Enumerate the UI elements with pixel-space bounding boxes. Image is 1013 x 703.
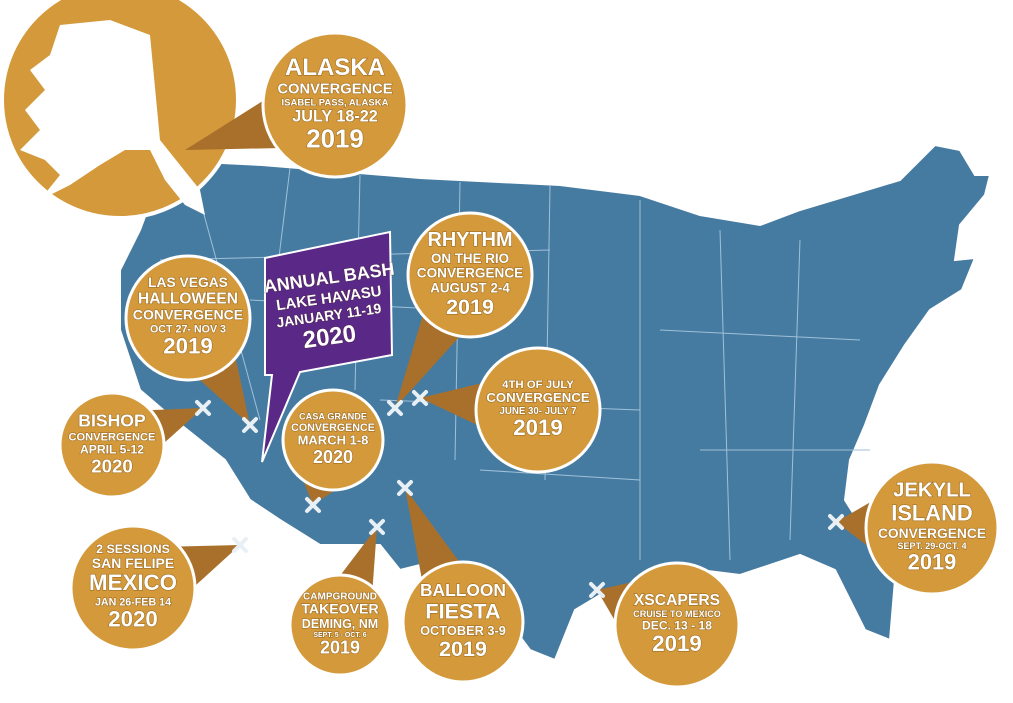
- marker-stroke: [195, 400, 211, 416]
- event-text: MEXICO: [89, 570, 177, 595]
- event-badge: [124, 254, 252, 382]
- marker-stroke: [412, 390, 428, 406]
- marker-stroke: [397, 480, 413, 496]
- event-text: CONVERGENCE: [69, 432, 156, 444]
- marker-stroke: [828, 514, 844, 530]
- event-text: BALLOON: [420, 580, 506, 600]
- connector: [395, 315, 460, 408]
- connector: [340, 527, 377, 588]
- location-marker: [397, 480, 413, 496]
- event-text: 2019: [446, 295, 494, 319]
- event-text: DEMING, NM: [302, 617, 378, 631]
- event-text: ISABEL PASS, ALASKA: [282, 98, 389, 109]
- marker-stroke: [242, 417, 258, 433]
- event-text: CONVERGENCE: [277, 82, 392, 98]
- event-text: XSCAPERS: [634, 592, 720, 609]
- location-marker: [828, 514, 844, 530]
- event-badge: [58, 391, 166, 499]
- event-text: CONVERGENCE: [291, 422, 375, 434]
- location-marker: [369, 519, 385, 535]
- event-badge: [474, 346, 602, 474]
- event-badge: [401, 560, 525, 684]
- connector: [420, 382, 483, 426]
- event-text: JEKYLL: [893, 480, 971, 502]
- event-text: APRIL 5-12: [80, 443, 144, 457]
- event-text: AUGUST 2-4: [430, 281, 510, 296]
- event-text: JULY 18-22: [292, 108, 378, 126]
- event-badge: [261, 31, 409, 179]
- location-marker: [242, 417, 258, 433]
- event-text: CONVERGENCE: [417, 266, 524, 281]
- marker-stroke: [589, 582, 605, 598]
- location-marker: [387, 400, 403, 416]
- event-text: JAN 26-FEB 14: [95, 596, 171, 608]
- connector: [185, 100, 278, 150]
- event-text: 2019: [163, 334, 213, 359]
- connector: [405, 488, 460, 579]
- event-text: TAKEOVER: [301, 601, 378, 617]
- event-text: 2 SESSIONS: [96, 542, 170, 556]
- event-text: CONVERGENCE: [878, 526, 986, 541]
- banner: [261, 230, 394, 463]
- event-text: CASA GRANDE: [299, 412, 367, 422]
- event-text: 2019: [908, 550, 957, 575]
- location-marker: [305, 497, 321, 513]
- event-text: OCT 27- NOV 3: [150, 323, 226, 335]
- event-text: LAS VEGAS: [148, 275, 228, 290]
- event-text: CAMPGROUND: [303, 591, 377, 602]
- event-badge: [288, 573, 392, 677]
- event-text: 2019: [439, 636, 487, 661]
- event-text: RHYTHM: [427, 229, 512, 251]
- location-marker: [195, 400, 211, 416]
- event-text: JUNE 30- JULY 7: [499, 406, 576, 417]
- event-text: 2020: [91, 455, 133, 476]
- alaska-shape: [20, 20, 205, 215]
- event-text: CONVERGENCE: [486, 390, 590, 405]
- event-text: CRUISE TO MEXICO: [633, 609, 721, 619]
- event-text: HALLOWEEN: [138, 291, 238, 308]
- marker-stroke: [369, 519, 385, 535]
- event-text: 2020: [313, 447, 353, 467]
- event-badge: [69, 524, 197, 652]
- event-text: 2019: [652, 631, 702, 656]
- connector: [836, 501, 872, 547]
- event-text: FIESTA: [425, 598, 501, 623]
- event-text: 2019: [513, 415, 563, 440]
- event-badge: [281, 388, 385, 492]
- marker-stroke: [305, 497, 321, 513]
- event-text: 2020: [108, 607, 158, 632]
- event-text: SAN FELIPE: [92, 555, 174, 571]
- event-text: 2019: [320, 638, 360, 658]
- event-badge: [613, 561, 741, 689]
- event-text: 2019: [306, 125, 364, 153]
- location-marker: [589, 582, 605, 598]
- event-text: MARCH 1-8: [298, 432, 369, 447]
- marker-stroke: [232, 537, 248, 553]
- event-text: OCTOBER 3-9: [420, 623, 506, 638]
- event-text: ON THE RIO: [431, 251, 509, 266]
- marker-stroke: [387, 400, 403, 416]
- location-marker: [412, 390, 428, 406]
- location-marker: [232, 537, 248, 553]
- event-text: 4TH OF JULY: [502, 379, 574, 391]
- event-badge: [406, 211, 534, 339]
- event-badge: [864, 460, 1000, 596]
- event-text: ISLAND: [891, 500, 972, 525]
- event-text: ALASKA: [285, 54, 385, 81]
- event-text: DEC. 13 - 18: [642, 619, 712, 633]
- event-text: BISHOP: [78, 411, 146, 431]
- event-text: CONVERGENCE: [133, 307, 243, 323]
- event-text: SEPT. 5 - OCT. 6: [313, 632, 366, 639]
- event-text: SEPT. 29-OCT. 4: [897, 541, 967, 551]
